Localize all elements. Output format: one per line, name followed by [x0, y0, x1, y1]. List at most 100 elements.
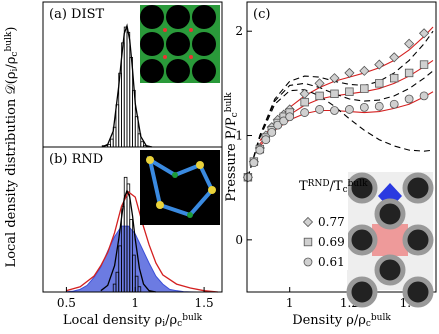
density-curve: [100, 188, 157, 293]
label-part: Local density ρ: [63, 313, 162, 328]
data-point: [419, 60, 429, 69]
legend-marker: [303, 257, 313, 267]
data-point: [315, 91, 324, 101]
label-part: Density ρ/ρ: [292, 313, 366, 328]
inset-hotspots: [163, 28, 193, 59]
data-point: [299, 88, 310, 99]
data-point: [359, 65, 370, 76]
legend-title: TRND/Tcbulk: [299, 179, 368, 195]
legend: 0.77 0.69 0.61: [298, 168, 348, 270]
legend-label: 0.61: [318, 255, 345, 269]
label-part: c: [10, 52, 20, 57]
data-point: [389, 73, 399, 83]
label-part: Local density distribution: [4, 95, 19, 268]
label-part: bulk: [371, 313, 391, 323]
label-part: i: [162, 319, 165, 329]
label-part: /ρ: [4, 57, 19, 69]
legend-label: 0.69: [318, 235, 345, 249]
label-part: Pressure P/P: [224, 117, 239, 202]
label-part: c: [177, 319, 182, 329]
x-axis-label: Density ρ/ρcbulk: [292, 313, 391, 329]
data-point: [273, 120, 283, 130]
label-part: /T: [330, 179, 343, 194]
y-tick-label: 0: [235, 233, 243, 247]
label-part: bulk: [4, 31, 14, 51]
panel-label: (b) RND: [49, 152, 103, 167]
data-point: [389, 99, 399, 109]
data-point: [330, 89, 339, 98]
data-point: [345, 87, 354, 96]
data-point: [345, 105, 354, 114]
data-point: [330, 106, 339, 115]
x-axis-label: Local density ρi/ρcbulk: [63, 313, 203, 329]
data-point: [314, 78, 325, 89]
y-axis-label: Local density distribution 𝒟(ρi/ρcbulk): [4, 27, 20, 268]
data-point: [360, 84, 369, 93]
data-point: [255, 145, 265, 155]
inset-discs: [346, 172, 434, 308]
y-tick-label: 1: [235, 129, 243, 143]
data-point: [404, 38, 415, 49]
data-point: [261, 135, 271, 145]
label-part: T: [299, 179, 308, 194]
label-part: bulk: [348, 179, 368, 189]
data-point: [249, 158, 259, 168]
panel-label: (a) DIST: [49, 7, 104, 22]
data-point: [418, 28, 430, 39]
data-point: [389, 52, 400, 63]
label-part: c: [366, 319, 371, 329]
data-point: [419, 91, 429, 101]
label-part: c: [343, 185, 348, 195]
y-axis-label: Pressure P/Pcbulk: [224, 92, 240, 202]
inset-hotspots: [172, 172, 193, 218]
data-point: [374, 59, 385, 70]
legend-label: 0.77: [318, 215, 345, 229]
inset-discs: [140, 5, 216, 83]
label-part: c: [230, 112, 240, 117]
data-point: [285, 112, 295, 122]
hist-bar: [126, 31, 131, 148]
density-curve: [66, 190, 218, 293]
y-tick-label: 2: [235, 24, 243, 38]
data-point: [359, 102, 369, 112]
legend-marker: [302, 216, 314, 228]
panel-label: (c): [253, 7, 270, 22]
plot-frame: [42, 146, 223, 293]
label-part: i: [10, 68, 20, 71]
data-point: [300, 108, 310, 117]
label-part: ): [4, 27, 19, 32]
inset-hotspots: [146, 156, 216, 209]
hist-bar: [110, 138, 114, 148]
label-part: 𝒟(ρ: [4, 71, 19, 94]
data-point: [315, 105, 324, 114]
x-tick-label: 1: [131, 296, 139, 310]
data-point: [243, 172, 253, 182]
data-point: [279, 116, 289, 126]
model-dashed-line: [247, 70, 434, 178]
x-tick-label: 1: [286, 296, 294, 310]
data-point: [404, 94, 414, 104]
data-point: [267, 127, 277, 137]
label-part: /ρ: [165, 313, 177, 328]
data-point: [375, 79, 384, 88]
data-point: [300, 97, 309, 107]
legend-marker: [303, 237, 313, 247]
model-dashed-line: [247, 89, 434, 178]
label-part: bulk: [224, 92, 234, 112]
data-point: [404, 68, 414, 78]
density-curve: [101, 23, 152, 148]
hist-bar: [115, 104, 120, 148]
x-tick-label: 1.5: [195, 296, 214, 310]
label-part: bulk: [182, 313, 202, 323]
hist-bar: [123, 26, 128, 148]
hist-bar: [140, 141, 144, 148]
model-dashed-line: [247, 30, 434, 178]
data-point: [329, 73, 340, 84]
data-point: [374, 101, 384, 111]
x-tick-label: 0.5: [57, 296, 76, 310]
label-part: RND: [308, 179, 330, 189]
plot-frame: [246, 1, 437, 293]
data-point: [344, 67, 355, 79]
